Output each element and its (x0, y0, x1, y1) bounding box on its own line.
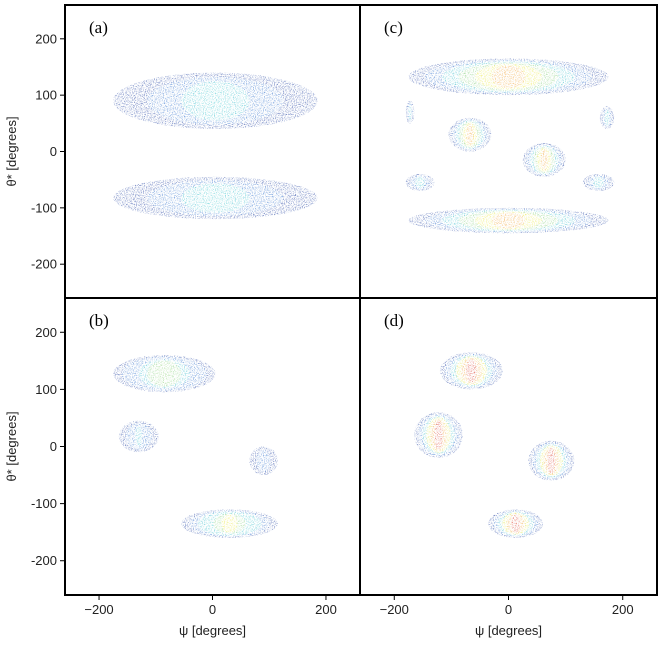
y-tick-label: -200 (31, 553, 57, 568)
density-level (511, 514, 521, 533)
density-regions (113, 355, 278, 538)
x-axis-label: ψ [degrees] (179, 623, 246, 638)
density-level (547, 448, 556, 474)
panel-label: (a) (89, 18, 108, 37)
x-tick-label: −200 (84, 602, 113, 617)
density-level (491, 212, 526, 229)
y-tick-label: 100 (35, 88, 57, 103)
y-tick-label: 200 (35, 31, 57, 46)
density-level (417, 177, 423, 188)
panel-frame (64, 297, 361, 596)
x-axis-label: ψ [degrees] (475, 623, 542, 638)
y-axis-label: θ* [degrees] (4, 411, 19, 481)
density-level (595, 177, 602, 188)
panel-b: -200 -100 0 100 200 −200 0 200 θ* [degrees] ψ [de… (4, 297, 361, 638)
y-tick-label: -200 (31, 257, 57, 272)
density-level (261, 451, 266, 470)
density-level (198, 184, 233, 212)
density-level (491, 65, 526, 89)
panel-a: -200 -100 0 100 200 θ* [degrees] (a) (4, 4, 361, 299)
y-tick-label: 0 (50, 144, 57, 159)
panel-label: (d) (384, 311, 404, 330)
density-level (434, 420, 443, 450)
panel-label: (c) (384, 18, 403, 37)
density-level (155, 362, 173, 386)
panel-c: (c) (359, 4, 658, 299)
x-tick-label: 200 (612, 602, 634, 617)
x-tick-label: 200 (315, 602, 337, 617)
panel-frame (359, 4, 658, 299)
panel-frame (64, 4, 361, 299)
panel-label: (b) (89, 311, 109, 330)
density-level (466, 124, 474, 146)
density-level (540, 149, 548, 171)
y-tick-label: -100 (31, 496, 57, 511)
density-level (409, 105, 411, 120)
y-axis-label: θ* [degrees] (4, 116, 19, 186)
y-tick-label: -100 (31, 200, 57, 215)
density-level (135, 426, 143, 447)
panel-d: −200 0 200 ψ [degrees] (d) (359, 297, 658, 638)
y-tick-label: 0 (50, 439, 57, 454)
density-level (198, 83, 233, 119)
density-regions (405, 58, 615, 234)
x-tick-label: 0 (505, 602, 512, 617)
density-level (605, 110, 609, 125)
y-tick-label: 100 (35, 382, 57, 397)
density-regions (414, 352, 575, 538)
x-tick-label: 0 (209, 602, 216, 617)
density-regions (113, 72, 318, 220)
x-tick-label: −200 (380, 602, 409, 617)
panel-frame (359, 297, 658, 596)
density-level (466, 359, 477, 383)
y-tick-label: 200 (35, 325, 57, 340)
density-level (221, 514, 238, 533)
